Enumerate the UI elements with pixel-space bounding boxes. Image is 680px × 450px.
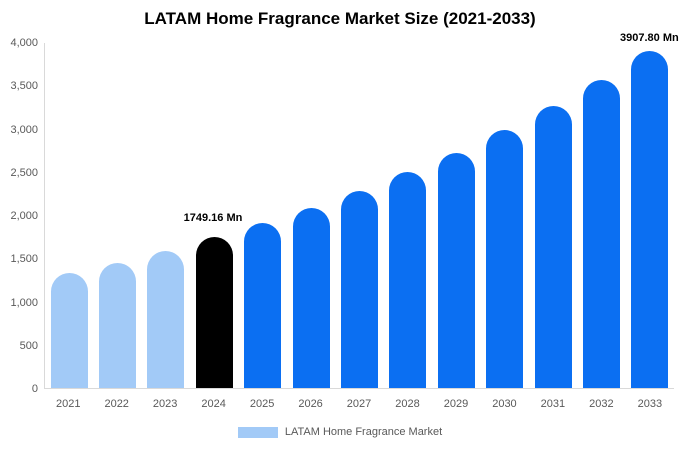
legend: LATAM Home Fragrance Market [0, 426, 680, 438]
bar-2028 [389, 172, 427, 388]
x-tick-label: 2033 [637, 398, 663, 410]
bar-2023 [147, 250, 185, 388]
x-tick-label: 2026 [298, 398, 323, 410]
plot-area [44, 43, 674, 389]
bar-slot [239, 43, 287, 388]
x-tick-label: 2027 [346, 398, 372, 410]
bar-2025 [244, 223, 282, 388]
y-axis-labels: 4,000 3,500 3,000 2,500 2,000 1,500 1,000 500 0 [0, 0, 38, 450]
x-tick-label: 2022 [104, 398, 129, 410]
bar-slot [142, 43, 190, 388]
y-tick-label: 3,500 [10, 80, 38, 93]
bar-slot [432, 43, 480, 388]
bar-2030 [486, 130, 524, 388]
legend-label: LATAM Home Fragrance Market [284, 426, 443, 438]
bar-2031 [534, 105, 572, 388]
bar-2026 [292, 207, 330, 388]
x-tick-label: 2023 [152, 398, 178, 410]
y-tick-label: 3,000 [10, 123, 38, 136]
x-tick-label: 2029 [443, 398, 469, 410]
bar-slot [93, 43, 141, 388]
y-tick-label: 4,000 [10, 37, 38, 49]
x-axis-labels: 2021 2022 2023 2024 2025 2026 2027 2028 2029 2030… [44, 398, 674, 410]
x-tick-label: 2028 [395, 398, 420, 410]
bar-2022 [99, 262, 137, 388]
y-tick-label: 2,500 [10, 166, 38, 179]
bar-2032 [582, 80, 620, 388]
legend-swatch [237, 426, 278, 438]
x-tick-label: 2030 [492, 398, 517, 410]
y-tick-label: 1,000 [10, 296, 38, 309]
annotation-2024-value: 1749.16 Mn [183, 212, 243, 224]
bar-2024 [195, 237, 233, 388]
chart-title: LATAM Home Fragrance Market Size (2021-2… [144, 9, 536, 28]
annotation-2033-value: 3907.80 Mn [620, 32, 679, 44]
bar-2033 [631, 50, 669, 388]
bars [45, 43, 674, 388]
bar-2021 [50, 273, 88, 388]
x-tick-label: 2021 [55, 398, 81, 410]
bar-slot [481, 43, 529, 388]
bar-slot [384, 43, 432, 388]
bar-slot [45, 43, 93, 388]
bar-2029 [437, 152, 475, 388]
bar-slot [287, 43, 335, 388]
y-tick-label: 1,500 [10, 253, 38, 266]
x-tick-label: 2032 [589, 398, 614, 410]
bar-slot [626, 43, 674, 388]
y-tick-label: 0 [31, 383, 38, 395]
y-tick-label: 500 [19, 339, 38, 352]
y-tick-label: 2,000 [10, 210, 38, 222]
x-tick-label: 2025 [249, 398, 275, 410]
x-tick-label: 2031 [540, 398, 566, 410]
bar-slot [529, 43, 577, 388]
bar-slot [190, 43, 238, 388]
x-tick-label: 2024 [201, 398, 226, 410]
bar-slot [577, 43, 625, 388]
bar-slot [335, 43, 383, 388]
bar-2027 [341, 190, 379, 388]
